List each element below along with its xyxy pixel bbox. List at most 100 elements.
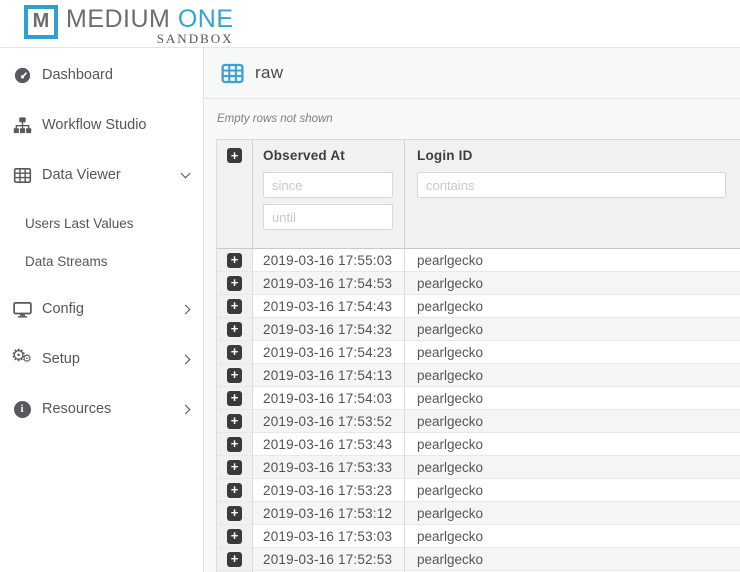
table-row: + 2019-03-16 17:52:53 pearlgecko <box>217 548 740 571</box>
expand-row-button[interactable]: + <box>227 367 242 383</box>
expand-row-button[interactable]: + <box>227 551 242 567</box>
row-observed-at: 2019-03-16 17:54:32 <box>253 318 405 341</box>
expand-row-button[interactable]: + <box>227 275 242 291</box>
sidebar: Dashboard Data Viewer Workflow Studio <box>0 48 204 572</box>
row-login-id: pearlgecko <box>405 502 740 525</box>
chevron-down-icon <box>180 168 191 179</box>
brand-logo[interactable]: M MEDIUM ONE SANDBOX <box>24 2 234 46</box>
expand-cell: + <box>217 410 253 433</box>
expand-row-button[interactable]: + <box>227 390 242 406</box>
row-observed-at: 2019-03-16 17:53:03 <box>253 525 405 548</box>
sidebar-item-setup[interactable]: ⚙ ⚙ Setup <box>0 334 203 384</box>
row-observed-at: 2019-03-16 17:54:13 <box>253 364 405 387</box>
login-id-header-cell: Login ID <box>405 140 740 248</box>
expand-row-button[interactable]: + <box>227 505 242 521</box>
expand-cell: + <box>217 525 253 548</box>
row-observed-at: 2019-03-16 17:54:23 <box>253 341 405 364</box>
expand-cell: + <box>217 548 253 571</box>
expand-cell: + <box>217 433 253 456</box>
dashboard-gauge-icon <box>12 66 32 85</box>
top-bar: M MEDIUM ONE SANDBOX <box>0 0 740 48</box>
sidebar-subitem-data-streams[interactable]: Data Streams <box>0 242 203 280</box>
expand-all-cell: + <box>217 140 253 248</box>
table-row: + 2019-03-16 17:53:52 pearlgecko <box>217 410 740 433</box>
data-table: + Observed At Login ID + 2019-0 <box>216 139 740 572</box>
brand-name: MEDIUM ONE <box>66 4 234 33</box>
sidebar-item-label: Data Viewer <box>42 167 121 183</box>
until-filter-input[interactable] <box>263 204 393 230</box>
table-row: + 2019-03-16 17:54:23 pearlgecko <box>217 341 740 364</box>
table-row: + 2019-03-16 17:54:32 pearlgecko <box>217 318 740 341</box>
brand-name-accent: ONE <box>177 4 234 33</box>
row-observed-at: 2019-03-16 17:55:03 <box>253 249 405 272</box>
gears-icon: ⚙ ⚙ <box>11 346 32 366</box>
sidebar-item-label: Setup <box>42 351 80 367</box>
data-table-icon <box>12 166 32 185</box>
sidebar-item-dashboard[interactable]: Dashboard <box>0 50 203 100</box>
expand-row-button[interactable]: + <box>227 413 242 429</box>
expand-row-button[interactable]: + <box>227 459 242 475</box>
brand-mark-letter: M <box>32 10 50 32</box>
row-observed-at: 2019-03-16 17:53:43 <box>253 433 405 456</box>
row-observed-at: 2019-03-16 17:54:53 <box>253 272 405 295</box>
main-content: raw Empty rows not shown + Observed At L… <box>204 48 740 572</box>
row-login-id: pearlgecko <box>405 479 740 502</box>
brand-mark-icon: M <box>24 4 58 39</box>
expand-cell: + <box>217 502 253 525</box>
table-row: + 2019-03-16 17:54:13 pearlgecko <box>217 364 740 387</box>
table-row: + 2019-03-16 17:53:03 pearlgecko <box>217 525 740 548</box>
sidebar-item-data-viewer[interactable]: Data Viewer <box>0 150 203 200</box>
row-login-id: pearlgecko <box>405 318 740 341</box>
stream-header: raw <box>204 48 740 99</box>
row-login-id: pearlgecko <box>405 548 740 571</box>
sidebar-item-label: Dashboard <box>42 67 113 83</box>
row-observed-at: 2019-03-16 17:52:53 <box>253 548 405 571</box>
sidebar-item-workflow-studio[interactable]: Data Viewer Workflow Studio <box>0 100 203 150</box>
sidebar-subitem-label: Users Last Values <box>25 215 134 231</box>
expand-cell: + <box>217 479 253 502</box>
table-row: + 2019-03-16 17:53:12 pearlgecko <box>217 502 740 525</box>
expand-all-button[interactable]: + <box>227 148 242 163</box>
sidebar-subitem-users-last-values[interactable]: Users Last Values <box>0 204 203 242</box>
column-header-login-id: Login ID <box>417 148 473 163</box>
row-login-id: pearlgecko <box>405 364 740 387</box>
column-header-observed-at: Observed At <box>263 148 345 163</box>
stream-table-icon <box>221 62 244 85</box>
sidebar-subitem-label: Data Streams <box>25 253 108 269</box>
since-filter-input[interactable] <box>263 172 393 198</box>
row-login-id: pearlgecko <box>405 433 740 456</box>
chevron-right-icon <box>180 304 191 314</box>
expand-cell: + <box>217 456 253 479</box>
expand-row-button[interactable]: + <box>227 344 242 360</box>
table-row: + 2019-03-16 17:53:23 pearlgecko <box>217 479 740 502</box>
table-row: + 2019-03-16 17:55:03 pearlgecko <box>217 249 740 272</box>
row-login-id: pearlgecko <box>405 525 740 548</box>
chevron-right-icon <box>180 404 191 414</box>
expand-row-button[interactable]: + <box>227 298 242 314</box>
monitor-icon <box>12 300 32 319</box>
expand-row-button[interactable]: + <box>227 252 242 268</box>
sidebar-item-label: Resources <box>42 401 112 417</box>
expand-row-button[interactable]: + <box>227 482 242 498</box>
row-login-id: pearlgecko <box>405 272 740 295</box>
workflow-sitemap-icon <box>12 116 32 135</box>
table-row: + 2019-03-16 17:54:53 pearlgecko <box>217 272 740 295</box>
expand-cell: + <box>217 249 253 272</box>
expand-row-button[interactable]: + <box>227 321 242 337</box>
expand-row-button[interactable]: + <box>227 528 242 544</box>
sidebar-item-config[interactable]: Config <box>0 284 203 334</box>
table-row: + 2019-03-16 17:53:43 pearlgecko <box>217 433 740 456</box>
sidebar-item-resources[interactable]: i Resources <box>0 384 203 434</box>
chevron-right-icon <box>180 354 191 364</box>
contains-filter-input[interactable] <box>417 172 726 198</box>
expand-row-button[interactable]: + <box>227 436 242 452</box>
observed-at-header-cell: Observed At <box>253 140 405 248</box>
row-observed-at: 2019-03-16 17:53:23 <box>253 479 405 502</box>
row-observed-at: 2019-03-16 17:53:33 <box>253 456 405 479</box>
table-row: + 2019-03-16 17:54:43 pearlgecko <box>217 295 740 318</box>
row-login-id: pearlgecko <box>405 410 740 433</box>
row-observed-at: 2019-03-16 17:53:52 <box>253 410 405 433</box>
row-login-id: pearlgecko <box>405 341 740 364</box>
expand-cell: + <box>217 318 253 341</box>
